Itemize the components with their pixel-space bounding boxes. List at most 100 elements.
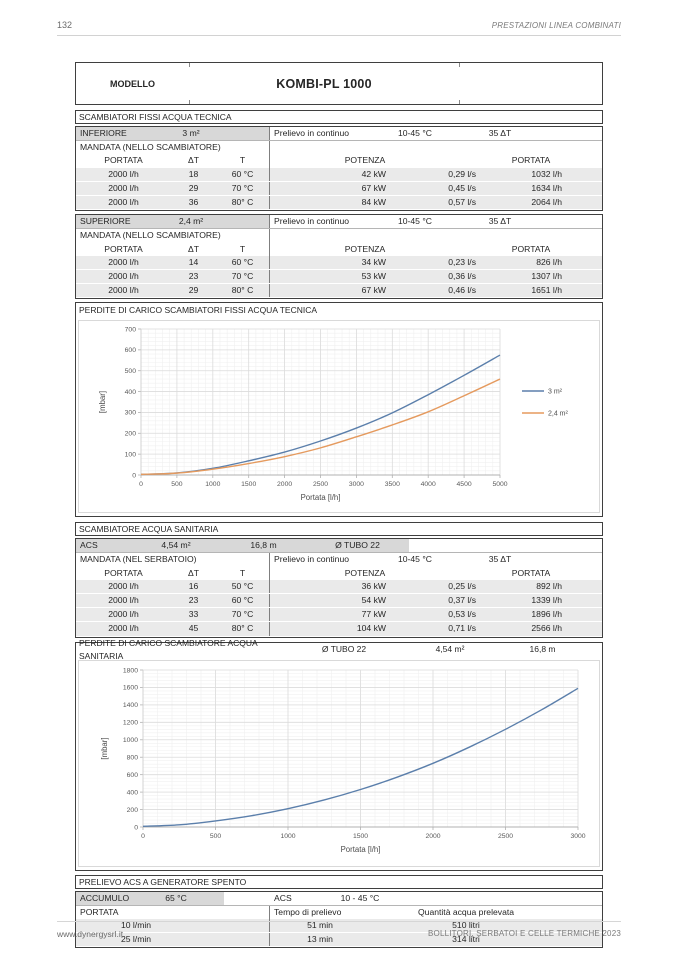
section-title-prelievo: PRELIEVO ACS A GENERATORE SPENTO xyxy=(75,874,603,889)
value-portata-min: 10 l/min xyxy=(120,919,152,930)
page-number: 132 xyxy=(57,20,73,30)
prelievo-cells: Prelievo in continuo 10-45 °C 35 ΔT xyxy=(270,127,602,140)
value-portata-ls: 0,29 l/s xyxy=(448,168,476,179)
y-tick-label: 1800 xyxy=(123,667,138,674)
spec-row-spacer xyxy=(409,539,602,552)
y-tick-label: 1600 xyxy=(123,684,138,691)
value-dt: 23 xyxy=(188,595,199,605)
value-t: 60 °C xyxy=(216,594,270,608)
table-row: 2000 l/h 18 60 °C 42 kW 0,29 l/s 1032 l/h xyxy=(76,167,602,182)
prelievo-dt: 35 ΔT xyxy=(488,216,512,227)
column-header-row: PORTATA ΔT T POTENZA PORTATA xyxy=(76,566,602,580)
column-tick xyxy=(459,63,460,67)
mandata-row: MANDATA (NEL SERBATOIO) Prelievo in conti… xyxy=(76,553,602,567)
x-tick-label: 3500 xyxy=(385,481,400,488)
y-tick-label: 500 xyxy=(125,368,137,375)
y-tick-label: 1200 xyxy=(123,719,138,726)
value-portata-lh: 1634 l/h xyxy=(531,182,562,193)
y-tick-label: 1400 xyxy=(123,702,138,709)
mandata-row-spacer xyxy=(270,229,602,242)
y-tick-label: 800 xyxy=(127,754,139,761)
series-line xyxy=(142,687,579,827)
spec-gray-strip: ACS 4,54 m² 16,8 m Ø TUBO 22 xyxy=(76,539,409,553)
value-portata-ls: 0,57 l/s xyxy=(448,196,476,207)
header-potenza: POTENZA xyxy=(344,155,386,166)
x-tick-label: 4500 xyxy=(457,481,472,488)
section-title-sanitaria: SCAMBIATORE ACQUA SANITARIA xyxy=(75,522,603,537)
value-portata: 2000 l/h xyxy=(108,580,139,591)
x-axis-title: Portata [l/h] xyxy=(301,493,341,502)
x-tick-label: 2000 xyxy=(425,833,440,840)
value-t: 70 °C xyxy=(216,269,270,284)
value-portata-ls: 0,71 l/s xyxy=(448,623,476,634)
value-portata: 2000 l/h xyxy=(108,182,139,193)
exchanger-length: 16,8 m xyxy=(250,540,277,551)
value-portata-lh: 1339 l/h xyxy=(531,595,562,605)
value-portata: 2000 l/h xyxy=(108,270,139,281)
prelievo-range: 10-45 °C xyxy=(397,216,432,227)
value-portata-ls: 0,36 l/s xyxy=(448,270,476,281)
header-portata-out: PORTATA xyxy=(511,243,551,254)
chart-box-sanitaria: PERDITE DI CARICO SCAMBIATORE ACQUA SANI… xyxy=(75,638,603,871)
chart2-area: 4,54 m² xyxy=(435,644,465,655)
header-dt: ΔT xyxy=(188,155,199,166)
model-box: MODELLO KOMBI-PL 1000 xyxy=(75,62,603,105)
x-tick-label: 2000 xyxy=(277,481,292,488)
x-tick-label: 3000 xyxy=(570,833,585,840)
value-portata-ls: 0,23 l/s xyxy=(448,256,476,267)
page-header: 132 PRESTAZIONI LINEA COMBINATI xyxy=(57,20,621,36)
footer-website: www.dynergysrl.it xyxy=(57,929,124,939)
value-dt: 29 xyxy=(188,182,199,193)
chart2-length: 16,8 m xyxy=(529,644,556,655)
header-portata: PORTATA xyxy=(104,567,143,578)
column-header-row: PORTATA Tempo di prelievo Quantità acqua p… xyxy=(76,905,602,919)
table-row: 2000 l/h 23 70 °C 53 kW 0,36 l/s 1307 l/h xyxy=(76,269,602,285)
x-tick-label: 5000 xyxy=(492,481,507,488)
value-quantita: 314 litri xyxy=(452,934,480,945)
y-axis-title: [mbar] xyxy=(98,391,107,413)
value-portata-ls: 0,45 l/s xyxy=(448,182,476,193)
value-dt: 18 xyxy=(188,168,199,179)
header-potenza: POTENZA xyxy=(344,243,386,254)
y-tick-label: 0 xyxy=(134,824,138,831)
accumulo-spacer xyxy=(224,892,270,905)
value-potenza-kw: 34 kW xyxy=(361,256,386,267)
value-dt: 33 xyxy=(188,609,199,620)
exchanger-area: 4,54 m² xyxy=(161,540,191,551)
x-tick-label: 0 xyxy=(141,833,145,840)
value-portata-lh: 1651 l/h xyxy=(531,285,562,296)
legend-label: 2,4 m² xyxy=(548,411,569,418)
value-potenza-kw: 77 kW xyxy=(361,609,386,620)
column-tick xyxy=(459,100,460,104)
mandata-label: MANDATA (NELLO SCAMBIATORE) xyxy=(76,141,270,155)
mandata-row: MANDATA (NELLO SCAMBIATORE) xyxy=(76,141,602,155)
x-tick-label: 4000 xyxy=(421,481,436,488)
value-portata-lh: 892 l/h xyxy=(536,580,562,591)
y-tick-label: 200 xyxy=(127,806,139,813)
value-portata-lh: 826 l/h xyxy=(536,256,562,267)
value-t: 80° C xyxy=(216,622,270,636)
mandata-row-spacer xyxy=(270,141,602,154)
column-header-row: PORTATA ΔT T POTENZA PORTATA xyxy=(76,242,602,256)
table-row: 2000 l/h 16 50 °C 36 kW 0,25 l/s 892 l/h xyxy=(76,579,602,594)
prelievo-label: Prelievo in continuo xyxy=(274,554,350,565)
value-t: 60 °C xyxy=(216,167,270,181)
x-tick-label: 2500 xyxy=(498,833,513,840)
table-row: 2000 l/h 45 80° C 104 kW 0,71 l/s 2566 l/h xyxy=(76,622,602,637)
header-dt: ΔT xyxy=(188,243,199,254)
header-tempo: Tempo di prelievo xyxy=(274,906,342,917)
prelievo-cells: Prelievo in continuo 10-45 °C 35 ΔT xyxy=(270,553,602,566)
header-t: T xyxy=(216,566,270,580)
exchanger-area: 2,4 m² xyxy=(178,216,204,227)
value-portata-min: 25 l/min xyxy=(120,934,152,945)
pressure-loss-chart-sanitaria: 0 500 1000 1500 2000 2500 3000 0 200 400 600 800 100… xyxy=(100,667,586,854)
y-tick-label: 1000 xyxy=(123,737,138,744)
x-tick-label: 1000 xyxy=(205,481,220,488)
value-portata: 25 l/min xyxy=(76,933,270,947)
chart1-title: PERDITE DI CARICO SCAMBIATORI FISSI ACQU… xyxy=(79,304,318,315)
model-value: KOMBI-PL 1000 xyxy=(276,76,372,91)
x-axis-title: Portata [l/h] xyxy=(341,845,381,854)
exchanger-area: 3 m² xyxy=(182,128,200,138)
value-t: 80° C xyxy=(216,284,270,298)
